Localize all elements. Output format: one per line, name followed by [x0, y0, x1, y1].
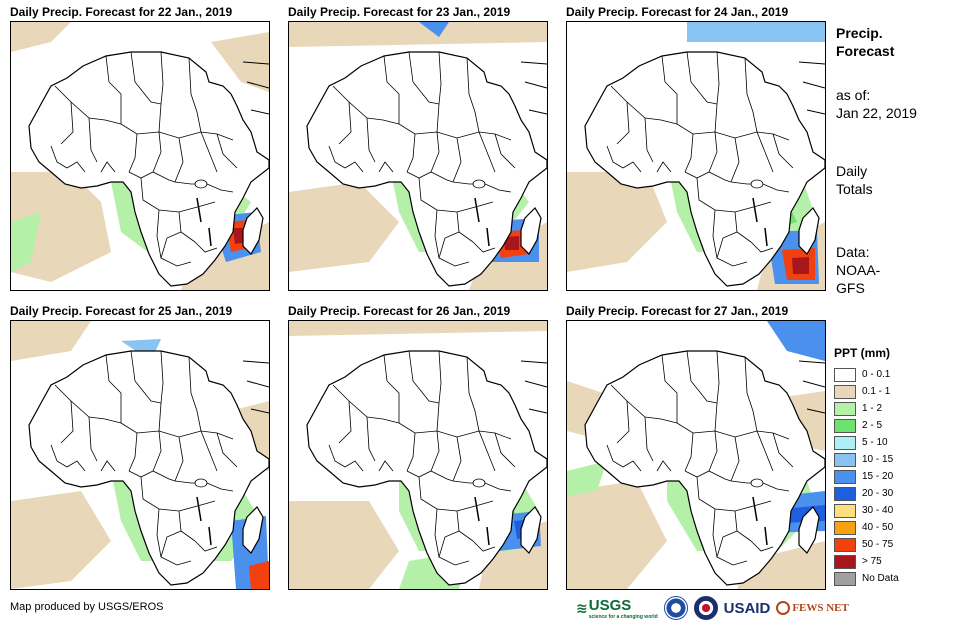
- usaid-logo: USAID: [723, 599, 771, 617]
- legend-item: 1 - 2: [834, 400, 954, 417]
- panel-title: Daily Precip. Forecast for 23 Jan., 2019: [288, 5, 511, 19]
- legend-label: 20 - 30: [862, 488, 894, 499]
- usgs-logo: ≋ USGS science for a changing world: [576, 596, 658, 620]
- fews-globe-icon: [776, 601, 791, 615]
- panel-title: Daily Precip. Forecast for 26 Jan., 2019: [288, 304, 511, 318]
- data-source: Data: NOAA- GFS: [836, 244, 881, 296]
- legend-item: 2 - 5: [834, 417, 954, 434]
- legend-swatch: [834, 435, 856, 450]
- legend-swatch: [834, 418, 856, 433]
- legend-item: 5 - 10: [834, 434, 954, 451]
- legend-item: 30 - 40: [834, 502, 954, 519]
- legend-label: > 75: [862, 556, 882, 567]
- legend-swatch: [834, 486, 856, 501]
- legend-swatch: [834, 503, 856, 518]
- precip-map: [10, 320, 270, 590]
- totals-label: Daily Totals: [836, 163, 873, 197]
- precip-map: [10, 21, 270, 291]
- legend-label: 30 - 40: [862, 505, 894, 516]
- legend-label: 40 - 50: [862, 522, 894, 533]
- legend-item: 10 - 15: [834, 451, 954, 468]
- panel-title: Daily Precip. Forecast for 25 Jan., 2019: [10, 304, 233, 318]
- legend-label: 2 - 5: [862, 420, 883, 431]
- precip-map: [288, 21, 548, 291]
- legend-item: 0 - 0.1: [834, 366, 954, 383]
- legend-item: 50 - 75: [834, 536, 954, 553]
- ppt-legend: PPT (mm) 0 - 0.1 0.1 - 1 1 - 2 2 - 5 5 - 10 1…: [834, 346, 954, 587]
- legend-label: 5 - 10: [862, 437, 888, 448]
- legend-label: 0 - 0.1: [862, 369, 891, 380]
- legend-swatch: [834, 384, 856, 399]
- legend-item: 20 - 30: [834, 485, 954, 502]
- usaid-seal-icon: [693, 596, 718, 620]
- legend-swatch: [834, 537, 856, 552]
- map-credit: Map produced by USGS/EROS: [10, 601, 164, 613]
- noaa-seal-icon: [663, 596, 688, 620]
- legend-swatch: [834, 469, 856, 484]
- legend-label: 0.1 - 1: [862, 386, 891, 397]
- legend-item: 40 - 50: [834, 519, 954, 536]
- fews-net-logo: FEWS NET: [776, 601, 849, 615]
- legend-swatch: [834, 401, 856, 416]
- agency-logos: ≋ USGS science for a changing world USAI…: [576, 594, 849, 622]
- forecast-heading: Precip. Forecast: [836, 25, 895, 59]
- forecast-date: as of: Jan 22, 2019: [836, 87, 917, 121]
- legend-swatch: [834, 452, 856, 467]
- panel-title: Daily Precip. Forecast for 22 Jan., 2019: [10, 5, 233, 19]
- legend-item: No Data: [834, 570, 954, 587]
- legend-label: 1 - 2: [862, 403, 883, 414]
- legend-label: No Data: [862, 573, 899, 584]
- legend-swatch: [834, 520, 856, 535]
- legend-label: 10 - 15: [862, 454, 894, 465]
- legend-item: > 75: [834, 553, 954, 570]
- legend-swatch: [834, 554, 856, 569]
- panel-title: Daily Precip. Forecast for 24 Jan., 2019: [566, 5, 789, 19]
- legend-item: 15 - 20: [834, 468, 954, 485]
- precip-map: [566, 21, 826, 291]
- legend-label: 15 - 20: [862, 471, 894, 482]
- legend-item: 0.1 - 1: [834, 383, 954, 400]
- legend-swatch: [834, 367, 856, 382]
- usgs-wave-icon: ≋: [576, 599, 588, 616]
- legend-swatch: [834, 571, 856, 586]
- precip-map: [566, 320, 826, 590]
- legend-label: 50 - 75: [862, 539, 894, 550]
- legend-title: PPT (mm): [834, 346, 891, 360]
- panel-title: Daily Precip. Forecast for 27 Jan., 2019: [566, 304, 789, 318]
- precip-map: [288, 320, 548, 590]
